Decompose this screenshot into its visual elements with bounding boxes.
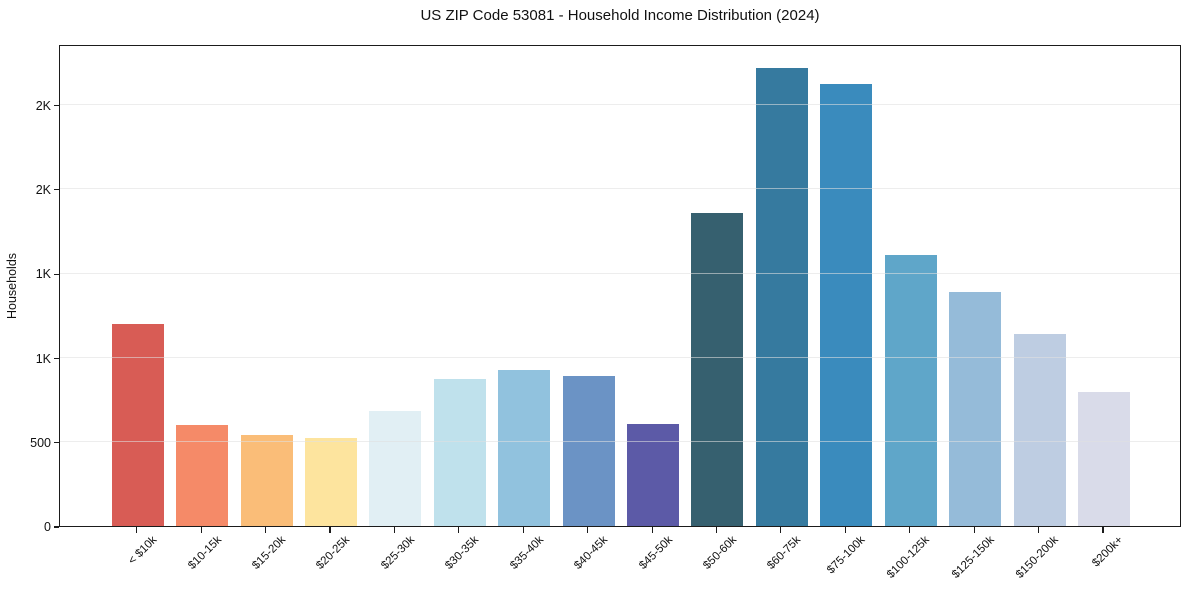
y-tick-mark xyxy=(53,273,59,275)
x-tick-mark xyxy=(458,527,460,533)
bar xyxy=(498,370,551,526)
y-tick-mark xyxy=(53,526,59,528)
y-tick-label: 500 xyxy=(30,435,51,450)
x-tick-label: $40-45k xyxy=(572,534,611,572)
x-tick-label: $125-150k xyxy=(949,534,997,581)
y-tick-label: 1K xyxy=(35,267,51,282)
x-tick-mark xyxy=(264,527,267,533)
bar xyxy=(884,254,937,526)
y-tick-mark xyxy=(53,189,59,191)
y-axis-title: Households xyxy=(5,252,19,319)
plot-area xyxy=(59,45,1181,527)
x-tick-label: $60-75k xyxy=(765,534,804,572)
x-tick-mark xyxy=(587,527,589,533)
x-tick-label: $100-125k xyxy=(885,534,933,581)
y-tick-mark xyxy=(53,105,59,107)
x-tick-mark xyxy=(909,527,911,533)
x-tick-label: < $10k xyxy=(126,534,160,568)
x-tick-mark xyxy=(1038,527,1040,533)
x-tick-mark xyxy=(136,527,138,533)
y-tick-label: 2K xyxy=(35,182,51,197)
x-tick-label: $10-15k xyxy=(185,534,224,572)
gridline xyxy=(60,188,1180,190)
x-tick-label: $20-25k xyxy=(314,534,353,572)
y-tick-label: 1K xyxy=(35,351,51,366)
x-tick-mark xyxy=(1102,527,1104,533)
x-tick-mark xyxy=(200,527,202,533)
x-tick-label: $200k+ xyxy=(1090,534,1126,570)
x-tick-label: $150-200k xyxy=(1014,534,1062,581)
x-tick-label: $30-35k xyxy=(443,534,482,572)
bar xyxy=(304,438,357,526)
gridline xyxy=(60,272,1180,274)
bar xyxy=(176,424,229,526)
bar xyxy=(691,212,744,526)
y-tick-label: 2K xyxy=(35,98,51,113)
bar xyxy=(433,378,486,526)
gridline xyxy=(60,104,1180,106)
bar xyxy=(1078,392,1130,526)
bar xyxy=(369,411,422,526)
bar xyxy=(240,435,293,526)
bar xyxy=(627,424,680,526)
x-tick-mark xyxy=(780,527,782,533)
x-tick-mark xyxy=(329,527,331,533)
y-tick-label: 0 xyxy=(44,520,51,534)
gridline xyxy=(60,357,1180,358)
x-tick-mark xyxy=(973,527,975,533)
x-tick-label: $75-100k xyxy=(825,534,868,577)
chart-title: US ZIP Code 53081 - Household Income Dis… xyxy=(420,7,820,24)
x-tick-label: $15-20k xyxy=(250,534,288,572)
bar xyxy=(111,323,164,526)
x-tick-mark xyxy=(393,527,395,533)
x-tick-label: $50-60k xyxy=(701,534,739,572)
x-tick-mark xyxy=(522,527,524,533)
y-tick-mark xyxy=(53,442,59,444)
bar xyxy=(562,376,615,526)
x-tick-label: $25-30k xyxy=(379,534,417,572)
y-tick-mark xyxy=(53,357,59,360)
bar xyxy=(755,67,808,526)
x-tick-label: $45-50k xyxy=(636,534,675,572)
bar xyxy=(949,291,1002,526)
x-tick-label: $35-40k xyxy=(507,534,546,572)
x-tick-mark xyxy=(844,527,846,533)
bar xyxy=(820,84,873,526)
x-tick-mark xyxy=(651,527,653,533)
x-tick-mark xyxy=(715,527,718,533)
gridline xyxy=(60,441,1180,443)
bar xyxy=(1013,333,1066,526)
